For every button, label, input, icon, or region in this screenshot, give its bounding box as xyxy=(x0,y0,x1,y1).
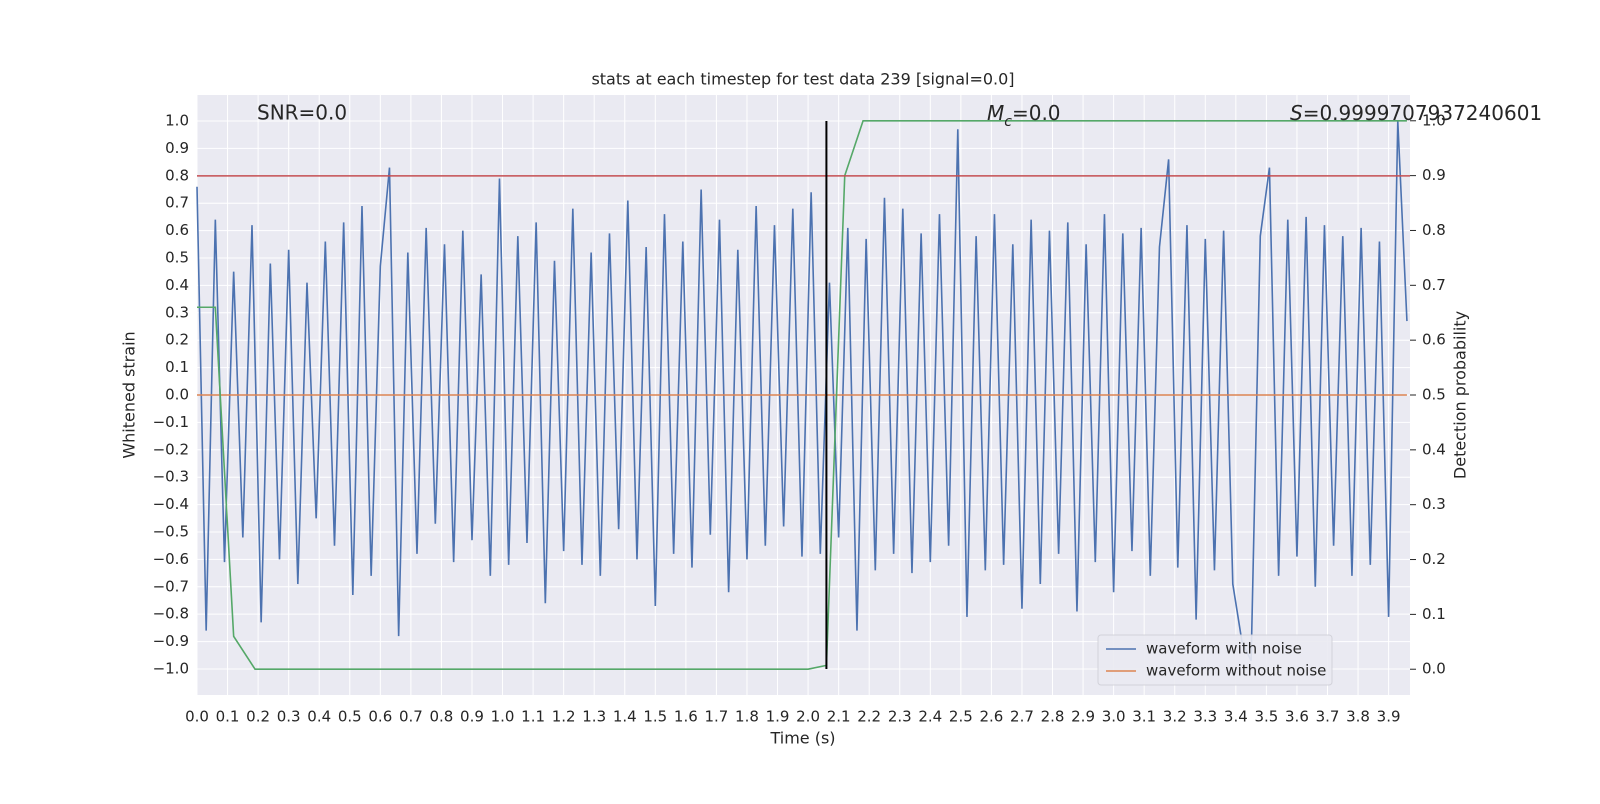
x-tick-label: 3.0 xyxy=(1102,708,1126,726)
y-tick-label: −0.9 xyxy=(153,632,189,650)
x-tick-label: 3.5 xyxy=(1254,708,1278,726)
y2-axis-label: Detection probability xyxy=(1451,311,1470,479)
x-tick-label: 3.2 xyxy=(1163,708,1187,726)
x-tick-label: 3.1 xyxy=(1132,708,1156,726)
x-tick-label: 3.4 xyxy=(1224,708,1248,726)
x-tick-label: 2.1 xyxy=(827,708,851,726)
y-tick-label: 0.2 xyxy=(165,331,189,349)
y-tick-label: 0.3 xyxy=(165,303,189,321)
x-tick-label: 2.7 xyxy=(1010,708,1034,726)
x-tick-label: 3.7 xyxy=(1316,708,1340,726)
x-tick-label: 2.4 xyxy=(918,708,942,726)
y-tick-label: −0.6 xyxy=(153,550,189,568)
x-tick-label: 1.3 xyxy=(582,708,606,726)
y-tick-label: −0.5 xyxy=(153,522,189,540)
mc-symbol: M xyxy=(987,101,1004,125)
y-tick-label: −0.4 xyxy=(153,495,189,513)
x-tick-label: 3.9 xyxy=(1377,708,1401,726)
s-value: =0.9999707937240601 xyxy=(1303,101,1542,125)
x-tick-label: 2.5 xyxy=(949,708,973,726)
mc-value: =0.0 xyxy=(1012,101,1061,125)
x-tick-label: 0.3 xyxy=(277,708,301,726)
x-tick-label: 1.2 xyxy=(552,708,576,726)
x-tick-label: 1.7 xyxy=(704,708,728,726)
y-tick-label: −0.1 xyxy=(153,413,189,431)
x-tick-label: 2.3 xyxy=(888,708,912,726)
x-tick-label: 0.0 xyxy=(185,708,209,726)
y-tick-label: 0.5 xyxy=(165,249,189,267)
x-tick-label: 2.9 xyxy=(1071,708,1095,726)
x-tick-label: 2.0 xyxy=(796,708,820,726)
x-tick-label: 3.8 xyxy=(1346,708,1370,726)
y-tick-label: 0.4 xyxy=(165,276,189,294)
y-tick-label: 0.1 xyxy=(165,358,189,376)
s-symbol: S xyxy=(1290,101,1303,125)
y-tick-label: 0.0 xyxy=(165,386,189,404)
y2-tick-label: 0.1 xyxy=(1422,605,1446,623)
chart-title: stats at each timestep for test data 239… xyxy=(591,70,1014,89)
y-tick-label: −0.2 xyxy=(153,440,189,458)
x-tick-label: 1.8 xyxy=(735,708,759,726)
x-tick-label: 0.4 xyxy=(307,708,331,726)
legend-label: waveform without noise xyxy=(1146,662,1326,680)
x-tick-label: 0.2 xyxy=(246,708,270,726)
mc-subscript: c xyxy=(1004,114,1012,130)
y2-tick-label: 0.7 xyxy=(1422,276,1446,294)
y2-tick-label: 0.4 xyxy=(1422,440,1446,458)
x-tick-label: 1.6 xyxy=(674,708,698,726)
series-line xyxy=(197,119,1407,671)
s-annotation: S=0.9999707937240601 xyxy=(1290,101,1542,125)
y-tick-label: 0.9 xyxy=(165,139,189,157)
y-axis-label: Whitened strain xyxy=(120,331,139,458)
y-tick-label: 0.6 xyxy=(165,221,189,239)
x-tick-label: 3.3 xyxy=(1193,708,1217,726)
x-tick-label: 2.8 xyxy=(1041,708,1065,726)
x-tick-label: 0.6 xyxy=(368,708,392,726)
x-tick-label: 0.8 xyxy=(430,708,454,726)
y2-tick-label: 0.0 xyxy=(1422,660,1446,678)
y-tick-label: −0.3 xyxy=(153,468,189,486)
x-tick-label: 2.2 xyxy=(857,708,881,726)
x-tick-label: 2.6 xyxy=(979,708,1003,726)
x-tick-label: 1.9 xyxy=(766,708,790,726)
series-line xyxy=(196,120,1408,662)
y2-tick-label: 0.8 xyxy=(1422,221,1446,239)
y2-tick-label: 0.3 xyxy=(1422,495,1446,513)
y2-tick-label: 0.6 xyxy=(1422,331,1446,349)
y2-tick-label: 0.5 xyxy=(1422,386,1446,404)
x-tick-label: 1.1 xyxy=(521,708,545,726)
x-tick-label: 1.0 xyxy=(491,708,515,726)
x-tick-label: 0.9 xyxy=(460,708,484,726)
legend-box xyxy=(1097,634,1333,686)
x-tick-label: 0.7 xyxy=(399,708,423,726)
x-tick-label: 1.5 xyxy=(643,708,667,726)
y-tick-label: −1.0 xyxy=(153,659,189,677)
x-tick-label: 3.6 xyxy=(1285,708,1309,726)
y-tick-label: 0.7 xyxy=(165,194,189,212)
x-axis-label: Time (s) xyxy=(769,729,835,748)
snr-annotation: SNR=0.0 xyxy=(257,101,347,125)
x-tick-label: 0.1 xyxy=(216,708,240,726)
legend-label: waveform with noise xyxy=(1146,640,1302,658)
y2-tick-label: 0.9 xyxy=(1422,166,1446,184)
y-tick-label: −0.7 xyxy=(153,577,189,595)
y-tick-label: 1.0 xyxy=(165,112,189,130)
y-tick-label: −0.8 xyxy=(153,605,189,623)
y2-tick-label: 0.2 xyxy=(1422,550,1446,568)
x-tick-label: 1.4 xyxy=(613,708,637,726)
y-tick-label: 0.8 xyxy=(165,166,189,184)
y2-tick-label: 1.0 xyxy=(1422,111,1446,129)
x-tick-label: 0.5 xyxy=(338,708,362,726)
mc-annotation: Mc=0.0 xyxy=(987,101,1061,131)
